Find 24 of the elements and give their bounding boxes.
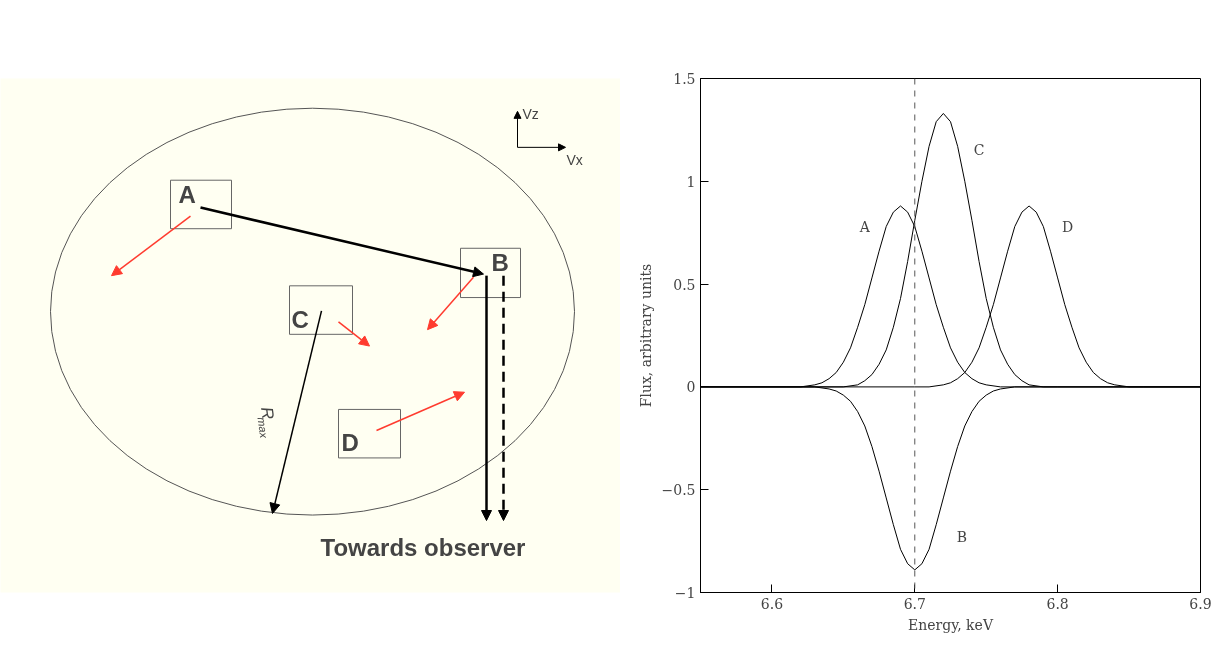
text: B: [491, 248, 509, 276]
x-tick-label: 6.6: [760, 595, 784, 612]
series-label: A: [858, 218, 871, 235]
y-tick-label: 1.5: [673, 71, 696, 87]
series-label: B: [956, 528, 968, 545]
x-tick-label: 6.7: [903, 595, 926, 612]
y-tick-label: 0: [686, 379, 696, 396]
text: C: [291, 305, 309, 333]
y-tick-label: 1: [686, 173, 696, 190]
x-axis-title: Energy, keV: [908, 616, 994, 633]
y-axis-title: Flux, arbitrary units: [637, 263, 654, 408]
y-tick-label: 0.5: [673, 276, 696, 293]
text: A: [178, 180, 196, 208]
series-label: D: [1062, 218, 1074, 235]
x-tick-label: 6.8: [1046, 595, 1069, 612]
text: Towards observer: [320, 534, 526, 562]
series-label: C: [973, 142, 985, 159]
y-tick-label: −0.5: [661, 482, 696, 499]
text: D: [341, 428, 359, 456]
y-tick-label: −1: [674, 585, 696, 601]
text: Vz: [522, 106, 539, 123]
text: Rmax: [255, 405, 278, 440]
text: Vx: [566, 151, 583, 168]
x-tick-label: 6.9: [1189, 595, 1212, 612]
